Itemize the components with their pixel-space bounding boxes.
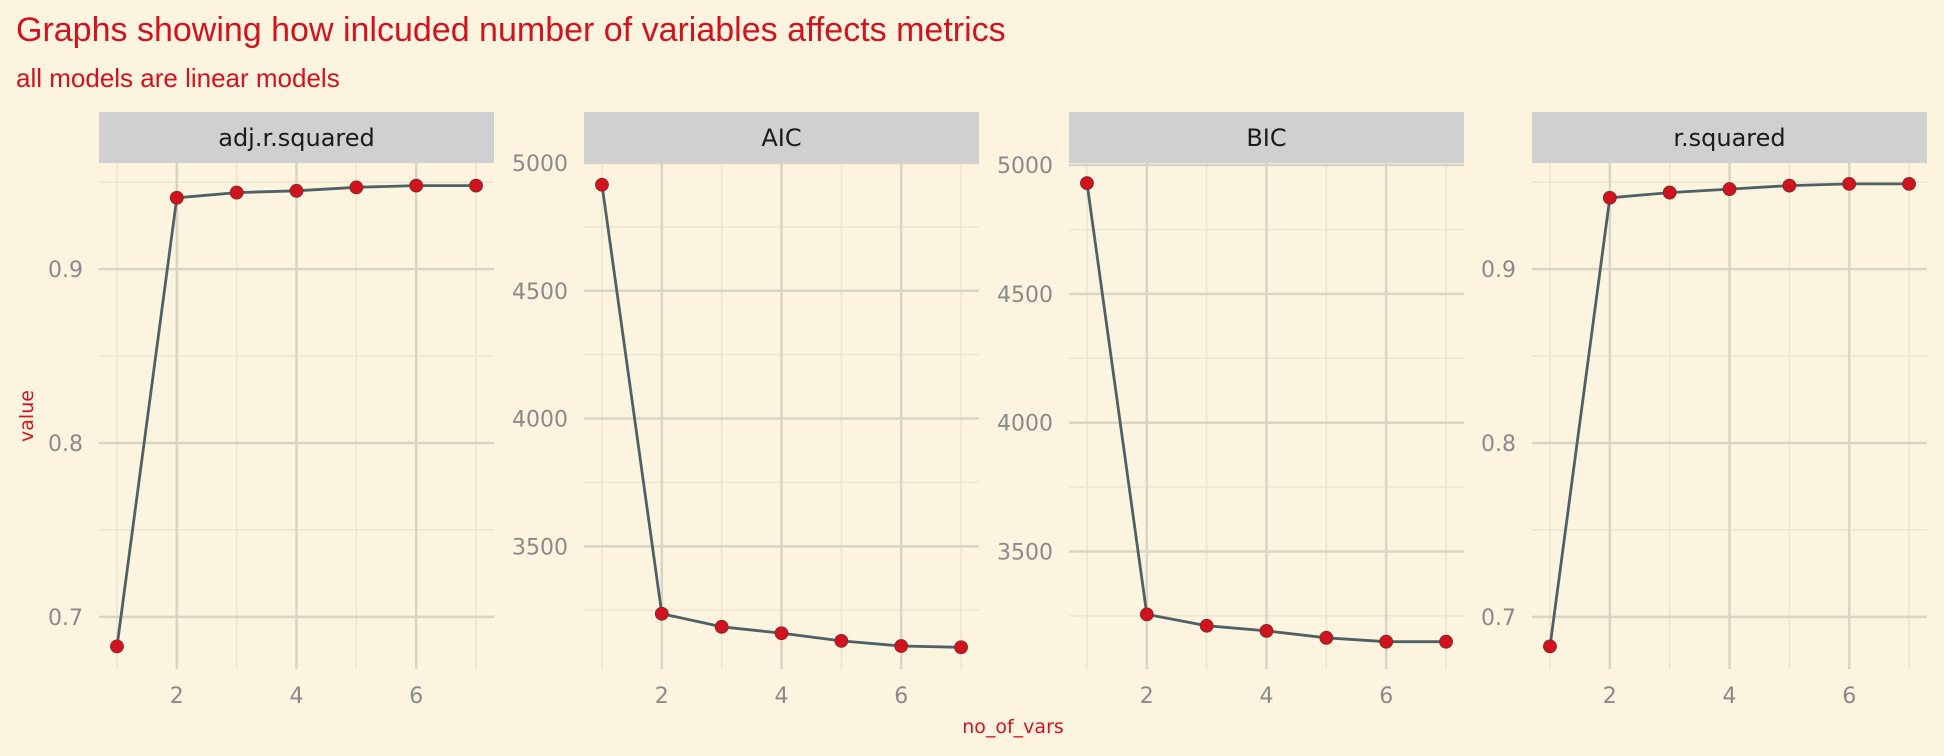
facet-strip-label: r.squared	[1673, 124, 1785, 152]
y-tick-label: 4000	[512, 408, 568, 433]
data-point	[834, 633, 849, 648]
facet-strip	[584, 112, 979, 163]
data-point	[1379, 634, 1394, 649]
facet-strip	[1069, 112, 1464, 163]
data-point	[469, 178, 483, 193]
chart-title: Graphs showing how inlcuded number of va…	[16, 11, 1006, 49]
facet-strip-label: BIC	[1246, 124, 1286, 152]
facet-strip	[99, 112, 494, 163]
data-point	[1439, 634, 1453, 649]
data-point	[654, 606, 669, 621]
data-point	[1259, 623, 1274, 638]
data-point	[349, 180, 364, 195]
facet-strip	[1532, 112, 1927, 163]
x-tick-label: 6	[1842, 684, 1856, 709]
data-point	[289, 183, 304, 198]
panel-aic: AIC 2 4 6 3500 4000 4500 5000	[512, 112, 979, 709]
data-point	[714, 619, 729, 634]
panel-adj-r-squared: adj.r.squared 2 4 6 0.7 0.8 0.9	[48, 112, 494, 709]
data-point	[1080, 176, 1094, 190]
data-point	[1842, 176, 1857, 191]
facet-strip-label: adj.r.squared	[218, 124, 375, 152]
data-point	[229, 185, 244, 200]
x-tick-label: 2	[170, 684, 184, 709]
panel-bic: BIC 2 4 6 3500 4000 4500 5000	[997, 112, 1464, 709]
data-point	[1662, 185, 1677, 200]
x-tick-label: 4	[1260, 684, 1274, 709]
data-point	[595, 177, 609, 192]
facet-strip-label: AIC	[761, 124, 801, 152]
data-point	[1602, 190, 1617, 205]
x-tick-label: 6	[409, 684, 423, 709]
data-point	[1902, 176, 1916, 191]
data-point	[1722, 182, 1737, 196]
y-tick-label: 5000	[997, 154, 1053, 179]
x-tick-label: 4	[290, 684, 304, 709]
y-tick-label: 0.7	[48, 606, 83, 631]
x-tick-label: 2	[1140, 684, 1154, 709]
y-tick-label: 0.7	[1481, 606, 1516, 631]
y-tick-label: 0.9	[1481, 258, 1516, 283]
y-tick-label: 4500	[512, 280, 568, 305]
x-tick-label: 4	[1723, 684, 1737, 709]
data-point	[1199, 618, 1214, 633]
x-tick-label: 4	[775, 684, 789, 709]
y-tick-label: 0.8	[1481, 432, 1516, 457]
data-point	[110, 639, 124, 654]
y-tick-label: 0.9	[48, 258, 83, 283]
y-tick-label: 3500	[512, 535, 568, 560]
y-tick-label: 4000	[997, 412, 1053, 437]
data-point	[954, 640, 968, 655]
data-point	[1543, 639, 1557, 654]
y-tick-label: 5000	[512, 152, 568, 177]
x-tick-label: 2	[655, 684, 669, 709]
panel-r-squared: r.squared 2 4 6 0.7 0.8 0.9	[1481, 112, 1927, 709]
data-point	[1139, 607, 1154, 622]
data-point	[169, 190, 184, 205]
chart-subtitle: all models are linear models	[16, 63, 340, 93]
y-tick-label: 4500	[997, 283, 1053, 308]
x-tick-label: 6	[894, 684, 908, 709]
data-point	[409, 178, 424, 193]
x-axis-title: no_of_vars	[962, 716, 1064, 738]
y-axis-title: value	[16, 390, 38, 442]
data-point	[774, 626, 789, 641]
data-point	[1319, 630, 1334, 645]
data-point	[1782, 178, 1797, 193]
x-tick-label: 2	[1603, 684, 1617, 709]
facet-panels: adj.r.squared 2 4 6 0.7 0.8 0.9 AIC 2 4 6 3500 4000 4…	[48, 112, 1927, 709]
x-tick-label: 6	[1379, 684, 1393, 709]
y-tick-label: 0.8	[48, 432, 83, 457]
data-point	[894, 639, 909, 653]
y-tick-label: 3500	[997, 541, 1053, 566]
